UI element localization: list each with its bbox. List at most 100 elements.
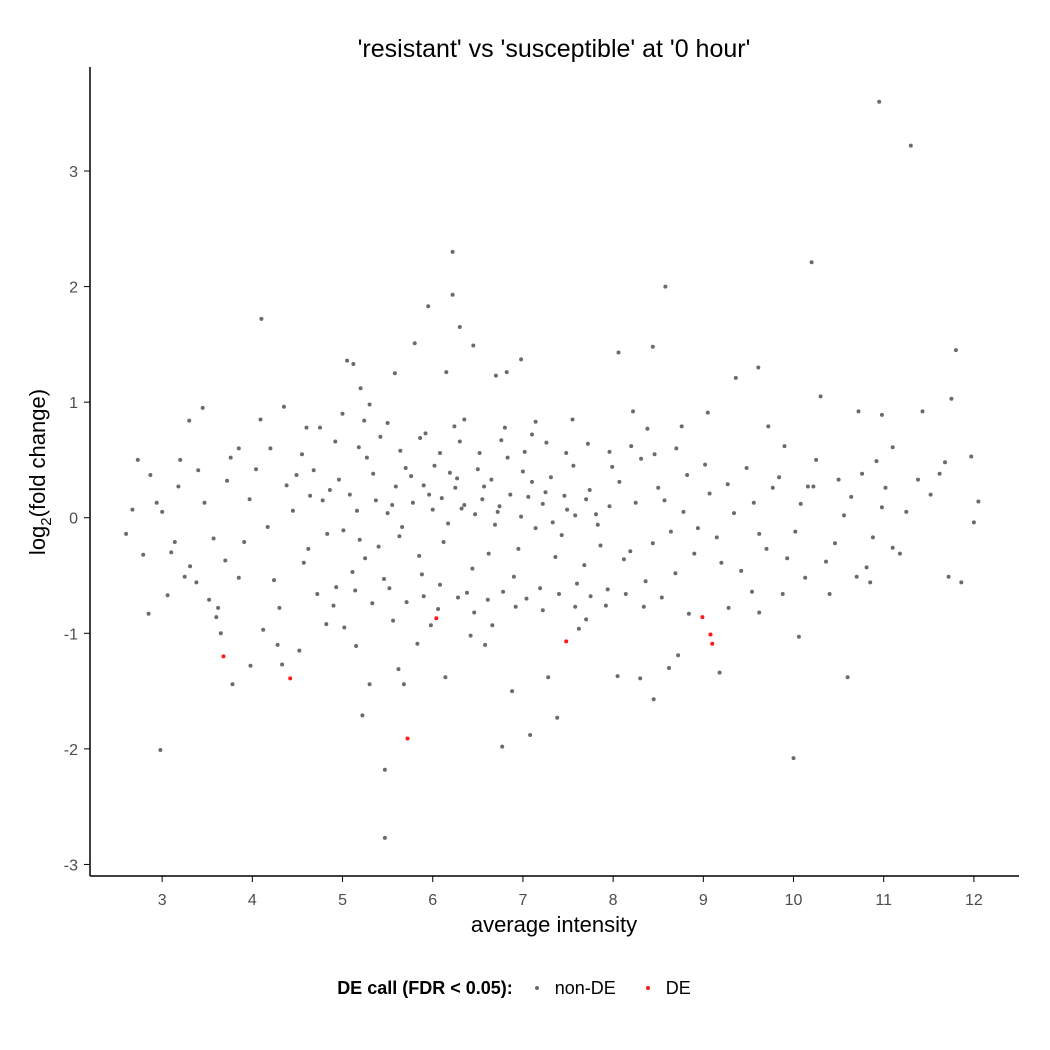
non-de-point xyxy=(355,508,359,513)
non-de-point xyxy=(200,405,205,410)
non-de-point xyxy=(717,670,722,675)
non-de-point xyxy=(160,509,165,514)
non-de-point xyxy=(290,508,295,513)
non-de-point xyxy=(489,477,494,482)
non-de-point xyxy=(757,610,762,615)
non-de-point xyxy=(345,358,350,363)
non-de-point xyxy=(409,474,414,479)
non-de-point xyxy=(452,424,457,429)
non-de-point xyxy=(385,421,390,425)
non-de-point xyxy=(719,560,724,565)
non-de-point xyxy=(766,424,771,429)
non-de-point xyxy=(707,491,712,496)
non-de-point xyxy=(971,520,976,525)
non-de-point xyxy=(459,506,464,511)
non-de-point xyxy=(809,260,814,265)
chart-title: 'resistant' vs 'susceptible' at '0 hour' xyxy=(358,35,751,63)
non-de-point xyxy=(378,434,383,439)
non-de-point xyxy=(621,557,626,562)
legend-key-de xyxy=(638,978,658,998)
non-de-point xyxy=(364,455,369,460)
non-de-point xyxy=(502,425,507,430)
non-de-point xyxy=(450,249,455,254)
non-de-point xyxy=(430,507,435,512)
non-de-point xyxy=(587,488,592,492)
non-de-point xyxy=(225,478,230,483)
non-de-point xyxy=(864,565,869,570)
non-de-point xyxy=(457,439,462,444)
non-de-point xyxy=(427,492,432,497)
non-de-point xyxy=(564,451,569,455)
non-de-point xyxy=(360,713,365,718)
non-de-point xyxy=(856,409,861,414)
non-de-point xyxy=(548,475,553,480)
non-de-point xyxy=(607,449,612,454)
non-de-point xyxy=(148,473,153,477)
non-de-point xyxy=(357,537,362,542)
non-de-point xyxy=(342,625,347,630)
non-de-point xyxy=(453,485,458,490)
non-de-point xyxy=(615,674,620,679)
non-de-point xyxy=(376,544,381,549)
non-de-point xyxy=(367,682,372,687)
non-de-point xyxy=(976,499,981,504)
non-de-point xyxy=(350,570,355,574)
de-point xyxy=(564,639,569,644)
de-point xyxy=(708,632,713,637)
non-de-point xyxy=(272,578,276,583)
non-de-point xyxy=(679,424,684,429)
non-de-point xyxy=(387,586,392,591)
non-de-point xyxy=(686,611,691,616)
non-de-point xyxy=(236,446,241,451)
legend-item-non-de: non-DE xyxy=(527,978,616,999)
de-point xyxy=(405,736,410,741)
non-de-point xyxy=(265,525,270,529)
non-de-point xyxy=(465,590,469,595)
non-de-point xyxy=(836,477,841,482)
non-de-point xyxy=(141,552,146,557)
non-de-point xyxy=(471,343,476,348)
non-de-point xyxy=(382,835,387,840)
non-de-point xyxy=(645,426,650,431)
non-de-point xyxy=(616,350,621,355)
non-de-point xyxy=(318,425,322,430)
de-point xyxy=(700,615,705,620)
x-tick-label: 4 xyxy=(248,892,257,909)
non-de-point xyxy=(261,627,266,632)
non-de-point xyxy=(854,574,859,579)
non-de-point xyxy=(176,484,181,489)
non-de-point xyxy=(154,500,159,505)
non-de-point xyxy=(585,441,590,446)
non-de-point xyxy=(432,463,437,468)
non-de-point xyxy=(733,375,738,380)
non-de-point xyxy=(833,541,837,546)
non-de-point xyxy=(415,641,420,646)
non-de-point xyxy=(392,371,397,376)
non-de-point xyxy=(798,501,803,506)
non-de-point xyxy=(403,466,408,470)
non-de-point xyxy=(480,497,485,502)
y-tick-label: -2 xyxy=(64,742,78,759)
non-de-point xyxy=(418,436,423,440)
non-de-point xyxy=(172,540,177,544)
non-de-point xyxy=(565,507,570,512)
non-de-point xyxy=(320,498,325,503)
non-de-point xyxy=(315,592,320,596)
non-de-point xyxy=(385,511,390,516)
de-point xyxy=(710,641,715,646)
non-de-point xyxy=(456,595,460,600)
non-de-point xyxy=(230,682,235,687)
non-de-point xyxy=(419,572,424,577)
non-de-point xyxy=(805,484,810,489)
non-de-point xyxy=(146,611,151,616)
non-de-point xyxy=(391,618,396,623)
x-tick-label: 3 xyxy=(158,892,167,909)
non-de-point xyxy=(248,663,253,668)
non-de-point xyxy=(575,581,579,586)
x-tick-label: 6 xyxy=(428,892,437,909)
x-tick-label: 10 xyxy=(785,892,803,909)
non-de-point xyxy=(426,304,431,309)
non-de-point xyxy=(573,513,578,518)
non-de-point xyxy=(860,471,865,476)
non-de-point xyxy=(165,593,170,598)
